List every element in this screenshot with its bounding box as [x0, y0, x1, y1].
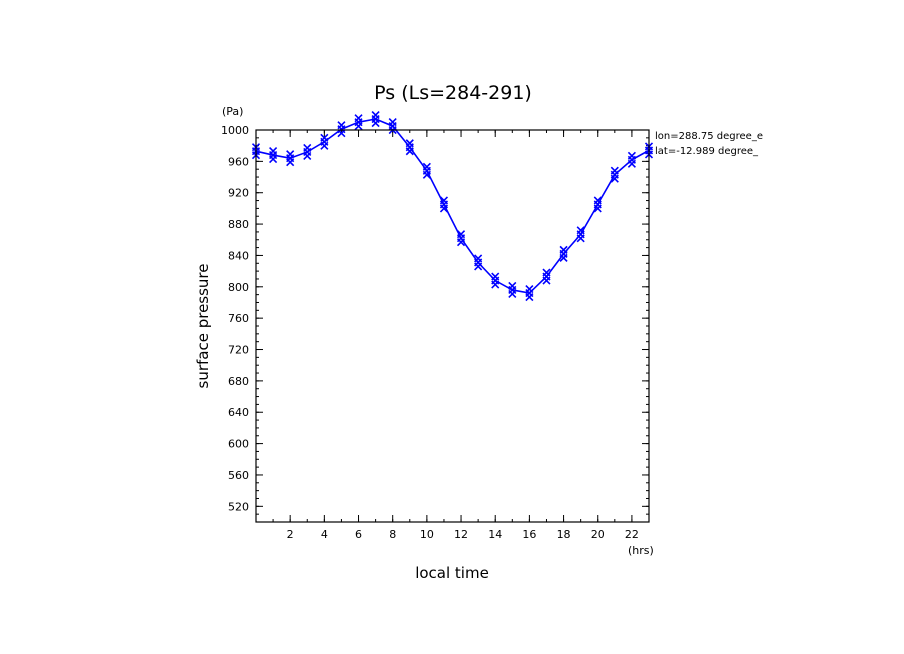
- x-axis-label: local time: [415, 564, 489, 582]
- data-point-marker: [508, 281, 517, 299]
- y-tick-label: 720: [228, 344, 249, 357]
- x-unit-label: (hrs): [628, 544, 654, 557]
- y-tick-label: 680: [228, 375, 249, 388]
- y-tick-label: 960: [228, 155, 249, 168]
- data-point-marker: [576, 226, 585, 243]
- data-point-marker: [610, 166, 619, 183]
- x-tick-label: 6: [355, 528, 362, 541]
- data-point-marker: [627, 151, 636, 168]
- x-tick-label: 22: [625, 528, 639, 541]
- y-tick-label: 920: [228, 187, 249, 200]
- data-point-marker: [456, 230, 466, 247]
- info-lon: lon=288.75 degree_e: [655, 131, 763, 142]
- data-point-marker: [405, 139, 414, 156]
- x-tick-label: 20: [591, 528, 605, 541]
- y-tick-label: 520: [228, 500, 249, 513]
- x-tick-label: 12: [454, 528, 468, 541]
- data-point-marker: [542, 268, 551, 285]
- data-point-marker: [559, 245, 568, 262]
- data-point-marker: [371, 110, 380, 128]
- x-tick-label: 18: [557, 528, 571, 541]
- x-tick-label: 8: [389, 528, 396, 541]
- data-point-marker: [439, 196, 449, 213]
- y-tick-label: 880: [228, 218, 249, 231]
- data-point-marker: [269, 147, 278, 164]
- chart-title: Ps (Ls=284-291): [374, 82, 532, 104]
- data-point-marker: [303, 143, 312, 161]
- x-tick-label: 14: [488, 528, 502, 541]
- data-point-marker: [593, 196, 602, 213]
- data-point-marker: [354, 114, 363, 131]
- y-tick-label: 640: [228, 406, 249, 419]
- y-tick-label: 600: [228, 438, 249, 451]
- data-point-marker: [320, 133, 329, 150]
- x-tick-label: 10: [420, 528, 434, 541]
- series-line: [255, 118, 650, 294]
- data-point-marker: [286, 150, 295, 167]
- x-tick-labels: 2 4 6 8 10 12 14 16 18 20 22: [287, 528, 639, 541]
- x-tick-label: 2: [287, 528, 294, 541]
- y-unit-label: (Pa): [222, 105, 243, 118]
- axis-ticks: [256, 129, 649, 522]
- y-tick-label: 800: [228, 281, 249, 294]
- y-axis-label: surface pressure: [194, 264, 212, 389]
- info-lat: lat=-12.989 degree_: [655, 146, 759, 157]
- data-point-marker: [422, 162, 431, 179]
- x-tick-label: 4: [321, 528, 328, 541]
- y-tick-label: 560: [228, 469, 249, 482]
- plot-series: [251, 110, 654, 302]
- data-point-marker: [525, 285, 534, 302]
- data-point-marker: [337, 121, 346, 138]
- data-point-marker: [491, 272, 500, 289]
- y-tick-label: 840: [228, 249, 249, 262]
- y-tick-labels: 520 560 600 640 680 720 760 800 840 880 920 960 1000: [221, 124, 249, 513]
- y-tick-label: 760: [228, 312, 249, 325]
- y-tick-label: 1000: [221, 124, 249, 137]
- plot-frame: [255, 129, 650, 523]
- data-point-marker: [474, 254, 483, 271]
- x-tick-label: 16: [522, 528, 536, 541]
